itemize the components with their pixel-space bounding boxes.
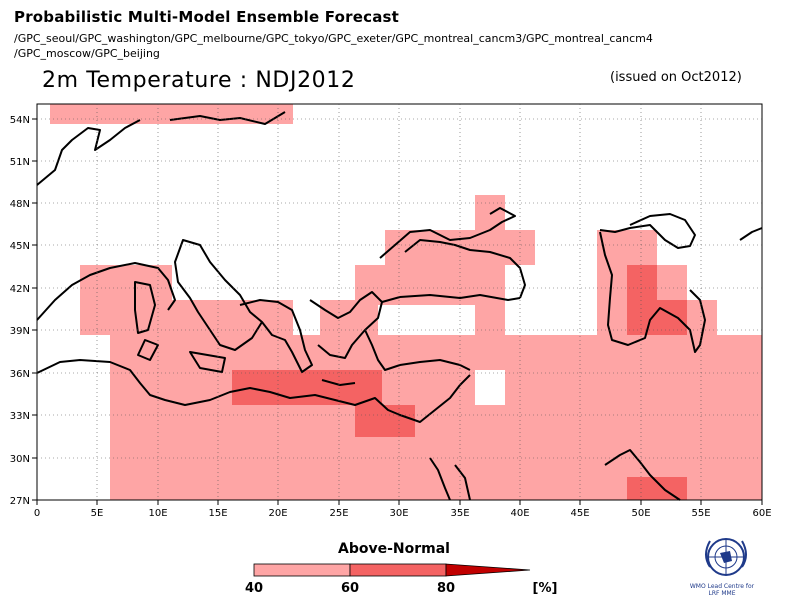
wmo-logo-icon xyxy=(705,538,747,576)
shading-medium xyxy=(232,265,687,500)
lat-tick-label: 36N xyxy=(10,369,30,380)
lon-tick-label: 0 xyxy=(34,508,40,519)
lat-tick-label: 39N xyxy=(10,326,30,337)
lat-tick-label: 42N xyxy=(10,284,30,295)
issued-date: (issued on Oct2012) xyxy=(610,70,742,85)
lat-tick-label: 54N xyxy=(10,115,30,126)
lon-tick-label: 40E xyxy=(510,508,529,519)
lon-tick-label: 10E xyxy=(148,508,167,519)
tick-marks xyxy=(32,118,763,505)
legend-tick-label: 60 xyxy=(341,581,359,596)
lat-tick-label: 51N xyxy=(10,157,30,168)
logo-caption-line-2: LRF MME xyxy=(708,590,736,597)
forecast-map: 0 5E 10E 15E 20E 25E 30E 35E 40E 45E 50E… xyxy=(10,103,772,519)
lat-tick-label: 33N xyxy=(10,411,30,422)
legend-swatch-medium xyxy=(349,563,447,577)
legend-swatch-dark xyxy=(445,563,531,577)
lon-tick-label: 50E xyxy=(631,508,650,519)
map-title: 2m Temperature : NDJ2012 xyxy=(42,68,356,93)
legend-title: Above-Normal xyxy=(338,541,450,557)
lon-tick-label: 25E xyxy=(329,508,348,519)
legend-unit: [%] xyxy=(533,581,558,596)
model-list-line-1: /GPC_seoul/GPC_washington/GPC_melbourne/… xyxy=(14,32,653,45)
model-list: /GPC_seoul/GPC_washington/GPC_melbourne/… xyxy=(14,31,794,61)
lat-tick-label: 27N xyxy=(10,496,30,507)
lon-tick-label: 15E xyxy=(208,508,227,519)
lon-tick-label: 35E xyxy=(450,508,469,519)
lon-tick-label: 60E xyxy=(752,508,771,519)
lon-tick-label: 55E xyxy=(691,508,710,519)
lat-tick-label: 45N xyxy=(10,241,30,252)
logo-caption-line-1: WMO Lead Centre for xyxy=(689,583,755,590)
lon-tick-label: 45E xyxy=(570,508,589,519)
legend-colorbar: 40 60 80 [%] xyxy=(245,563,558,596)
lon-tick-label: 30E xyxy=(389,508,408,519)
legend-swatch-light xyxy=(253,563,351,577)
model-list-line-2: /GPC_moscow/GPC_beijing xyxy=(14,47,160,60)
logo-caption: WMO Lead Centre for LRF MME xyxy=(682,583,762,597)
gridlines xyxy=(37,104,762,500)
shading-clear xyxy=(475,370,505,405)
lat-tick-label: 48N xyxy=(10,199,30,210)
legend-tick-label: 40 xyxy=(245,581,263,596)
coastlines xyxy=(36,111,763,501)
lon-tick-label: 5E xyxy=(91,508,104,519)
lon-tick-label: 20E xyxy=(268,508,287,519)
legend-tick-label: 80 xyxy=(437,581,455,596)
lat-tick-label: 30N xyxy=(10,454,30,465)
page-title: Probabilistic Multi-Model Ensemble Forec… xyxy=(14,8,400,26)
